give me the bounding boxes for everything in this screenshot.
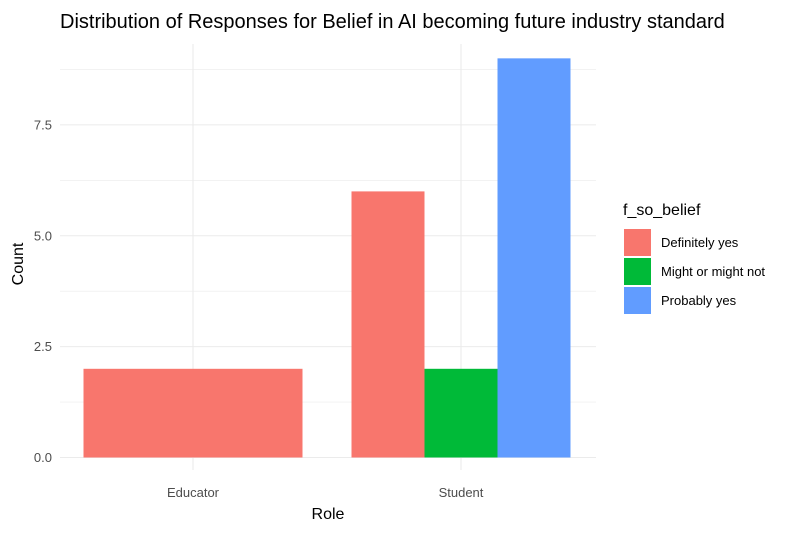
bars: [83, 58, 571, 458]
legend-title: f_so_belief: [623, 202, 701, 219]
y-tick-label: 5.0: [34, 228, 52, 243]
y-tick-label: 7.5: [34, 117, 52, 132]
legend-label: Probably yes: [661, 293, 737, 308]
y-tick-label: 2.5: [34, 339, 52, 354]
bar-student-might-or-might-not: [424, 368, 498, 458]
y-axis-title: Count: [10, 242, 27, 285]
legend-key-might-or-might-not: [624, 258, 651, 285]
legend-label: Might or might not: [661, 264, 765, 279]
x-tick-label: Educator: [167, 485, 220, 500]
x-tick-label: Student: [439, 485, 484, 500]
bar-student-probably-yes: [497, 58, 571, 458]
legend-key-definitely-yes: [624, 229, 651, 256]
legend-key-probably-yes: [624, 287, 651, 314]
bar-student-definitely-yes: [351, 191, 425, 458]
chart-title: Distribution of Responses for Belief in …: [60, 11, 725, 33]
y-tick-label: 0.0: [34, 450, 52, 465]
x-axis-title: Role: [312, 506, 345, 523]
bar-educator-definitely-yes: [83, 368, 303, 458]
y-axis-ticks: 0.0 2.5 5.0 7.5: [34, 117, 52, 465]
legend-label: Definitely yes: [661, 235, 739, 250]
legend: f_so_belief Definitely yes Might or might…: [623, 202, 765, 314]
x-axis-ticks: Educator Student: [167, 485, 484, 500]
